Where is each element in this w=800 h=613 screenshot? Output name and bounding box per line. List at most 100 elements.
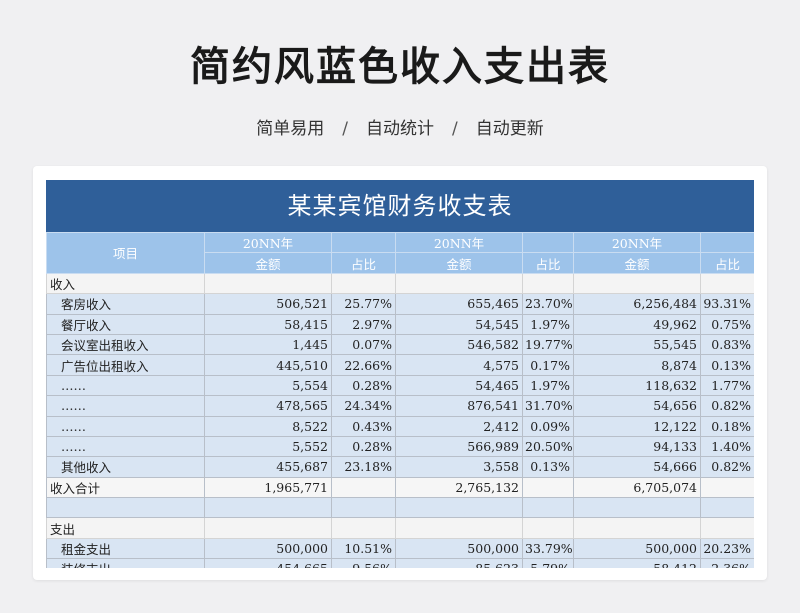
table-row: …… 5,552 0.28% 566,989 20.50% 94,133 1.40% [46, 435, 754, 458]
header-period-1: 20NN年 [204, 231, 332, 254]
ratio-cell: 31.70% [522, 395, 574, 417]
ratio-cell: 0.82% [700, 395, 754, 417]
amount-cell: 12,122 [573, 415, 701, 437]
ratio-cell: 19.77% [522, 333, 574, 356]
amount-cell: 49,962 [573, 313, 701, 335]
header-period-3: 20NN年 [573, 231, 701, 254]
row-label: 广告位出租收入 [46, 354, 205, 376]
ratio-cell: 0.28% [331, 374, 396, 397]
amount-cell: 85,623 [395, 558, 523, 568]
amount-cell: 500,000 [395, 537, 523, 560]
ratio-cell: 0.83% [700, 333, 754, 356]
ratio-cell: 1.77% [700, 374, 754, 397]
ratio-cell: 20.50% [522, 435, 574, 458]
table-row: …… 8,522 0.43% 2,412 0.09% 12,122 0.18% [46, 415, 754, 437]
header-ratio: 占比 [700, 252, 754, 274]
amount-cell: 445,510 [204, 354, 332, 376]
amount-cell: 566,989 [395, 435, 523, 458]
table-row: …… 5,554 0.28% 54,465 1.97% 118,632 1.77% [46, 374, 754, 397]
ratio-cell: 25.77% [331, 293, 396, 315]
ratio-cell: 0.13% [700, 354, 754, 376]
page-title: 简约风蓝色收入支出表 [190, 44, 610, 90]
ratio-cell: 0.28% [331, 435, 396, 458]
ratio-cell: 10.51% [331, 537, 396, 560]
header-amount: 金额 [573, 252, 701, 274]
amount-cell: 54,465 [395, 374, 523, 397]
table-row: 餐厅收入 58,415 2.97% 54,545 1.97% 49,962 0.75% [46, 313, 754, 335]
ratio-cell: 0.07% [331, 333, 396, 356]
section-row: 支出 [46, 517, 754, 539]
ratio-cell: 33.79% [522, 537, 574, 560]
amount-cell: 6,256,484 [573, 293, 701, 315]
table-row: 租金支出 500,000 10.51% 500,000 33.79% 500,000 20.… [46, 537, 754, 560]
ratio-cell: 9.56% [331, 558, 396, 568]
ratio-cell: 0.09% [522, 415, 574, 437]
row-label: …… [46, 415, 205, 437]
ratio-cell: 0.43% [331, 415, 396, 437]
amount-cell: 54,656 [573, 395, 701, 417]
spreadsheet: 某某宾馆财务收支表 项目 20NN年 20NN年 20NN年 金额 占比 金额 … [46, 180, 754, 568]
amount-cell: 6,705,074 [573, 476, 701, 499]
ratio-cell: 1.97% [522, 313, 574, 335]
amount-cell: 8,522 [204, 415, 332, 437]
row-label: …… [46, 395, 205, 417]
amount-cell: 546,582 [395, 333, 523, 356]
ratio-cell: 0.75% [700, 313, 754, 335]
ratio-cell: 2.36% [700, 558, 754, 568]
amount-cell: 655,465 [395, 293, 523, 315]
header-amount: 金额 [204, 252, 332, 274]
amount-cell: 94,133 [573, 435, 701, 458]
ratio-cell: 2.97% [331, 313, 396, 335]
amount-cell: 3,558 [395, 456, 523, 478]
row-label: 装修支出 [46, 558, 205, 568]
section-label: 收入 [46, 272, 205, 295]
income-total-row: 收入合计 1,965,771 2,765,132 6,705,074 [46, 476, 754, 499]
table-row: 装修支出454,6659.56%85,6235.79%58,4122.36% [46, 558, 754, 568]
header-item: 项目 [46, 232, 205, 274]
amount-cell: 454,665 [204, 558, 332, 568]
amount-cell: 500,000 [573, 537, 701, 560]
preview-card: 某某宾馆财务收支表 项目 20NN年 20NN年 20NN年 金额 占比 金额 … [33, 166, 767, 580]
amount-cell: 55,545 [573, 333, 701, 356]
amount-cell: 5,554 [204, 374, 332, 397]
header-amount: 金额 [395, 252, 523, 274]
header-period-2: 20NN年 [395, 231, 523, 254]
amount-cell: 1,445 [204, 333, 332, 356]
amount-cell: 2,765,132 [395, 476, 523, 499]
amount-cell: 2,412 [395, 415, 523, 437]
table-row: 其他收入 455,687 23.18% 3,558 0.13% 54,666 0.82% [46, 456, 754, 478]
amount-cell: 54,666 [573, 456, 701, 478]
amount-cell: 506,521 [204, 293, 332, 315]
row-label: …… [46, 435, 205, 458]
amount-cell: 4,575 [395, 354, 523, 376]
ratio-cell: 1.40% [700, 435, 754, 458]
ratio-cell: 22.66% [331, 354, 396, 376]
tagline: 简单易用 / 自动统计 / 自动更新 [0, 114, 800, 139]
ratio-cell: 23.70% [522, 293, 574, 315]
header-row-metric: 金额 占比 金额 占比 金额 占比 [47, 252, 754, 274]
amount-cell: 500,000 [204, 537, 332, 560]
sheet-title: 某某宾馆财务收支表 [46, 180, 754, 232]
ratio-cell: 93.31% [700, 293, 754, 315]
ratio-cell: 0.18% [700, 415, 754, 437]
row-label: 客房收入 [46, 293, 205, 315]
amount-cell: 118,632 [573, 374, 701, 397]
tag-separator: / [452, 119, 458, 139]
row-label: …… [46, 374, 205, 397]
amount-cell: 54,545 [395, 313, 523, 335]
amount-cell: 5,552 [204, 435, 332, 458]
amount-cell: 8,874 [573, 354, 701, 376]
ratio-cell: 0.13% [522, 456, 574, 478]
ratio-cell: 0.82% [700, 456, 754, 478]
row-label: 会议室出租收入 [46, 333, 205, 356]
tag-separator: / [342, 119, 348, 139]
section-row: 收入 [46, 272, 754, 295]
finance-table: 项目 20NN年 20NN年 20NN年 金额 占比 金额 占比 金额 占比 收… [46, 231, 754, 568]
ratio-cell: 23.18% [331, 456, 396, 478]
amount-cell: 58,412 [573, 558, 701, 568]
tag-easy: 简单易用 [256, 119, 325, 139]
table-row: 广告位出租收入 445,510 22.66% 4,575 0.17% 8,874 0.13% [46, 354, 754, 376]
ratio-cell: 1.97% [522, 374, 574, 397]
row-label: 租金支出 [46, 537, 205, 560]
amount-cell: 876,541 [395, 395, 523, 417]
